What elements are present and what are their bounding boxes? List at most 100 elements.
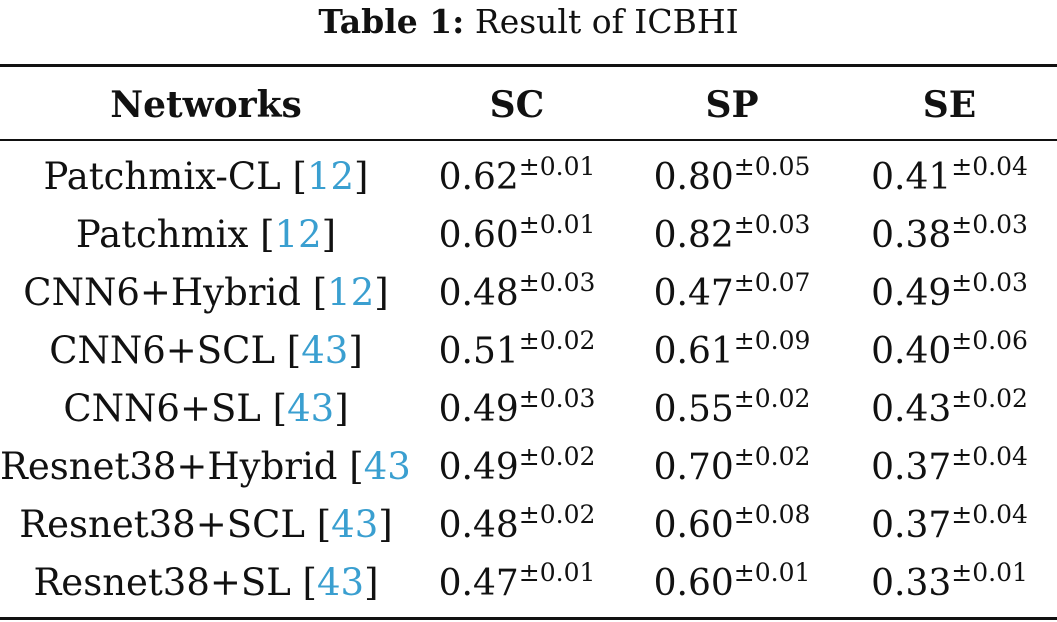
se-value: 0.37 [871, 446, 952, 488]
sc-value: 0.60 [438, 214, 519, 256]
sc-value: 0.51 [438, 330, 519, 372]
table-row: CNN6+SL [43] 0.49±0.03 0.55±0.02 0.43±0.… [0, 379, 1057, 437]
sp-deviation: ±0.08 [733, 499, 811, 529]
table-row: CNN6+Hybrid [12] 0.48±0.03 0.47±0.07 0.4… [0, 263, 1057, 321]
sp-cell: 0.60±0.01 [622, 553, 842, 611]
sc-value: 0.49 [438, 446, 519, 488]
sc-deviation: ±0.01 [518, 151, 596, 181]
network-cell: CNN6+SL [43] [63, 386, 349, 430]
header-sp: SP [705, 84, 759, 126]
sc-deviation: ±0.03 [518, 267, 596, 297]
caption-text: Result of ICBHI [474, 2, 739, 41]
network-name: CNN6+SL [63, 386, 261, 430]
network-cell: Resnet38+SL [43] [33, 560, 379, 604]
se-cell: 0.43±0.02 [842, 379, 1057, 437]
network-cell: Patchmix [12] [75, 212, 337, 256]
se-cell: 0.37±0.04 [842, 437, 1057, 495]
se-value: 0.33 [871, 562, 952, 604]
sp-value: 0.60 [653, 562, 734, 604]
network-cell: Resnet38+Hybrid [43] [0, 444, 412, 488]
sp-cell: 0.70±0.02 [622, 437, 842, 495]
header-networks: Networks [110, 84, 302, 126]
se-cell: 0.37±0.04 [842, 495, 1057, 553]
sc-deviation: ±0.02 [518, 441, 596, 471]
sp-deviation: ±0.02 [733, 383, 811, 413]
se-cell: 0.49±0.03 [842, 263, 1057, 321]
sp-deviation: ±0.07 [733, 267, 811, 297]
header-se: SE [922, 84, 977, 126]
sc-cell: 0.49±0.03 [412, 379, 622, 437]
se-value: 0.40 [871, 330, 952, 372]
sp-value: 0.82 [653, 214, 734, 256]
network-name: CNN6+SCL [49, 328, 276, 372]
results-table: Networks SC SP SE Patchmix-CL [12] 0.62±… [0, 70, 1057, 611]
se-deviation: ±0.04 [951, 441, 1028, 471]
network-cell: Patchmix-CL [12] [43, 154, 369, 198]
sp-cell: 0.60±0.08 [622, 495, 842, 553]
sc-value: 0.49 [438, 388, 519, 430]
se-value: 0.37 [871, 504, 952, 546]
sc-cell: 0.62±0.01 [412, 140, 622, 205]
sc-value: 0.48 [438, 272, 519, 314]
header-sc: SC [489, 84, 545, 126]
sc-value: 0.62 [438, 156, 519, 198]
sp-value: 0.60 [653, 504, 734, 546]
sp-cell: 0.82±0.03 [622, 205, 842, 263]
citation-link[interactable]: 43 [331, 502, 379, 546]
network-name: Resnet38+SL [33, 560, 291, 604]
sc-cell: 0.47±0.01 [412, 553, 622, 611]
network-name: Resnet38+SCL [19, 502, 305, 546]
table-row: Resnet38+Hybrid [43] 0.49±0.02 0.70±0.02… [0, 437, 1057, 495]
sc-deviation: ±0.01 [518, 557, 596, 587]
citation-link[interactable]: 12 [327, 270, 375, 314]
se-value: 0.41 [871, 156, 952, 198]
citation-link[interactable]: 12 [274, 212, 322, 256]
se-cell: 0.38±0.03 [842, 205, 1057, 263]
sp-value: 0.61 [653, 330, 734, 372]
header-row: Networks SC SP SE [0, 70, 1057, 140]
se-deviation: ±0.03 [951, 267, 1028, 297]
se-deviation: ±0.04 [951, 499, 1028, 529]
citation-link[interactable]: 43 [317, 560, 365, 604]
sc-cell: 0.48±0.02 [412, 495, 622, 553]
network-cell: Resnet38+SCL [43] [19, 502, 393, 546]
sp-cell: 0.61±0.09 [622, 321, 842, 379]
caption-label: Table 1: [318, 2, 465, 41]
se-value: 0.38 [871, 214, 952, 256]
table-row: Patchmix [12] 0.60±0.01 0.82±0.03 0.38±0… [0, 205, 1057, 263]
sc-cell: 0.51±0.02 [412, 321, 622, 379]
se-cell: 0.41±0.04 [842, 140, 1057, 205]
se-cell: 0.33±0.01 [842, 553, 1057, 611]
se-cell: 0.40±0.06 [842, 321, 1057, 379]
network-cell: CNN6+Hybrid [12] [23, 270, 389, 314]
se-value: 0.43 [871, 388, 952, 430]
sp-value: 0.80 [653, 156, 734, 198]
se-value: 0.49 [871, 272, 952, 314]
citation-link[interactable]: 43 [363, 444, 411, 488]
se-deviation: ±0.04 [951, 151, 1028, 181]
citation-link[interactable]: 43 [287, 386, 335, 430]
bottom-rule [0, 617, 1057, 620]
sp-deviation: ±0.05 [733, 151, 811, 181]
sc-value: 0.48 [438, 504, 519, 546]
se-deviation: ±0.03 [951, 209, 1028, 239]
se-deviation: ±0.01 [951, 557, 1028, 587]
sc-cell: 0.49±0.02 [412, 437, 622, 495]
citation-link[interactable]: 43 [301, 328, 349, 372]
sp-value: 0.47 [653, 272, 734, 314]
sc-deviation: ±0.02 [518, 499, 596, 529]
table-row: Resnet38+SL [43] 0.47±0.01 0.60±0.01 0.3… [0, 553, 1057, 611]
sc-cell: 0.60±0.01 [412, 205, 622, 263]
se-deviation: ±0.02 [951, 383, 1028, 413]
table-row: Resnet38+SCL [43] 0.48±0.02 0.60±0.08 0.… [0, 495, 1057, 553]
sp-deviation: ±0.02 [733, 441, 811, 471]
table-caption: Table 1: Result of ICBHI [0, 2, 1057, 42]
top-rule [0, 64, 1057, 67]
header-rule [0, 139, 1057, 141]
network-name: CNN6+Hybrid [23, 270, 301, 314]
table-row: CNN6+SCL [43] 0.51±0.02 0.61±0.09 0.40±0… [0, 321, 1057, 379]
sc-deviation: ±0.03 [518, 383, 596, 413]
table-row: Patchmix-CL [12] 0.62±0.01 0.80±0.05 0.4… [0, 140, 1057, 205]
sc-cell: 0.48±0.03 [412, 263, 622, 321]
citation-link[interactable]: 12 [306, 154, 355, 198]
